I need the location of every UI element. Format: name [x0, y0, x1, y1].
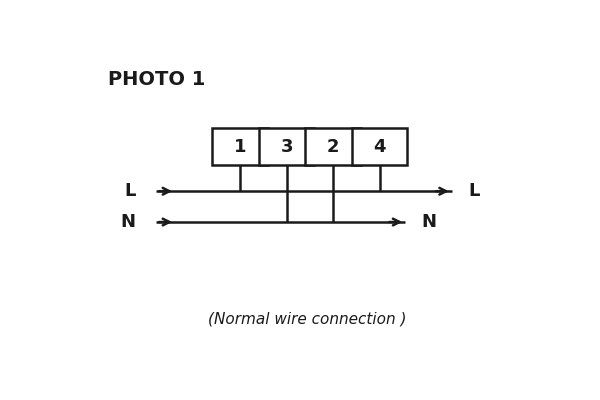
Text: PHOTO 1: PHOTO 1: [107, 70, 205, 88]
FancyBboxPatch shape: [259, 128, 314, 165]
Text: 4: 4: [373, 138, 386, 156]
Text: (Normal wire connection ): (Normal wire connection ): [208, 312, 407, 326]
FancyBboxPatch shape: [305, 128, 361, 165]
Text: L: L: [468, 182, 479, 200]
Text: 1: 1: [234, 138, 247, 156]
Text: N: N: [121, 213, 136, 231]
Text: N: N: [421, 213, 436, 231]
Text: 3: 3: [280, 138, 293, 156]
FancyBboxPatch shape: [212, 128, 268, 165]
FancyBboxPatch shape: [352, 128, 407, 165]
Text: 2: 2: [327, 138, 340, 156]
Text: L: L: [124, 182, 136, 200]
